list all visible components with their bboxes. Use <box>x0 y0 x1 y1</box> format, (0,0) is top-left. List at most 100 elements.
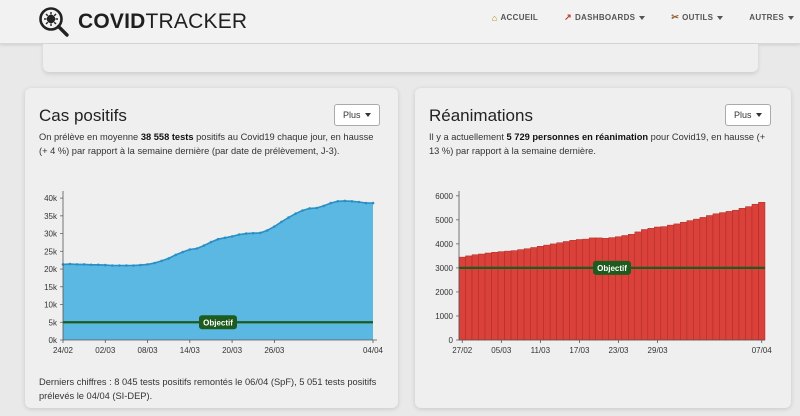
y-tick-label: 5k <box>49 318 58 327</box>
data-point <box>96 263 100 267</box>
top-card <box>43 44 758 72</box>
data-point <box>329 201 333 205</box>
bar <box>615 236 623 341</box>
bar <box>556 242 564 341</box>
reanimations-chart: 0 1000 2000 3000 4000 5000 6000 27/02 05/03 11/03… <box>435 191 772 355</box>
data-point <box>89 263 93 267</box>
data-point <box>266 229 269 232</box>
bar <box>530 247 538 341</box>
y-tick-label: 0k <box>49 336 58 345</box>
footer-note: Derniers chiffres : 8 045 tests positifs… <box>39 377 377 401</box>
data-point <box>82 263 86 266</box>
x-tick-label: 11/03 <box>531 346 551 355</box>
bar <box>562 241 570 341</box>
desc-highlight: 5 729 personnes en réanimation <box>506 132 649 142</box>
x-tick-label: 08/03 <box>138 346 159 355</box>
x-tick-label: 14/03 <box>180 346 201 355</box>
data-point <box>301 209 304 212</box>
data-point <box>322 204 326 208</box>
x-tick-label: 27/02 <box>452 346 473 355</box>
x-tick-label: 26/03 <box>264 346 285 355</box>
bar <box>660 226 668 341</box>
data-point <box>336 200 340 203</box>
x-tick-label: 17/03 <box>569 346 590 355</box>
nav-dashboards-label: DASHBOARDS <box>574 13 636 22</box>
plus-button[interactable]: Plus <box>725 104 771 126</box>
data-point <box>181 250 185 254</box>
area-fill <box>63 200 373 340</box>
chevron-down-icon <box>639 15 646 20</box>
nav-autres[interactable]: AUTRES <box>749 12 794 23</box>
y-tick-label: 6000 <box>435 192 453 201</box>
logo[interactable]: COVIDTRACKER <box>38 6 247 38</box>
bar <box>725 211 733 341</box>
objective-badge <box>199 315 237 330</box>
bar <box>491 252 499 341</box>
bar <box>549 243 557 341</box>
tools-icon: ✂ <box>671 12 680 22</box>
y-tick-label: 1000 <box>435 312 453 321</box>
bar <box>595 237 603 341</box>
nav-dashboards[interactable]: ↗ DASHBOARDS <box>564 12 646 23</box>
card-title: Réanimations <box>429 106 533 125</box>
bar <box>621 235 629 341</box>
bar <box>523 248 531 341</box>
brand-name: COVIDTRACKER <box>78 10 248 33</box>
nav-accueil[interactable]: ⌂ ACCUEIL <box>492 12 538 23</box>
bar <box>628 234 636 341</box>
data-point <box>230 235 234 238</box>
data-point <box>174 253 177 257</box>
x-tick-label: 29/03 <box>648 346 669 355</box>
desc-highlight: 38 558 tests <box>140 132 194 142</box>
objective-badge <box>593 260 631 275</box>
data-point <box>237 233 241 236</box>
bar <box>654 226 662 341</box>
plus-button-label: Plus <box>734 110 752 120</box>
bar <box>569 240 577 341</box>
nav-menu: ⌂ ACCUEIL ↗ DASHBOARDS ✂ OUTILS AUTRES <box>466 12 794 23</box>
data-point <box>209 240 213 244</box>
chevron-down-icon <box>364 113 371 117</box>
chevron-down-icon <box>717 15 724 20</box>
desc-text: positifs au Covid19 chaque jour, en haus… <box>39 132 374 156</box>
bar <box>543 244 551 341</box>
data-point <box>146 263 149 266</box>
y-tick-label: 40k <box>44 194 58 203</box>
bar <box>751 203 759 341</box>
reanimations-card: Réanimations Plus Il y a actuellement 5 … <box>415 88 791 408</box>
nav-outils[interactable]: ✂ OUTILS <box>671 12 724 23</box>
bar <box>634 231 642 341</box>
card-description: On prélève en moyenne 38 558 tests posit… <box>39 131 384 158</box>
x-tick-label: 05/03 <box>491 346 512 355</box>
bar <box>699 217 707 341</box>
objective-label: Objectif <box>203 318 233 327</box>
plus-button[interactable]: Plus <box>334 104 380 126</box>
data-point <box>216 237 220 241</box>
virus-magnifier-icon <box>39 7 69 37</box>
data-point <box>308 207 311 210</box>
data-point <box>315 206 318 210</box>
y-tick-label: 20k <box>44 265 58 274</box>
data-point <box>188 248 192 251</box>
data-point <box>68 262 72 266</box>
data-point <box>202 244 206 247</box>
desc-text: Il y a actuellement <box>429 132 507 142</box>
bar <box>719 212 727 341</box>
x-tick-label: 04/04 <box>363 346 384 355</box>
y-tick-label: 3000 <box>435 264 453 273</box>
bar <box>693 218 701 341</box>
bar <box>536 246 544 341</box>
data-point <box>350 200 354 203</box>
data-point <box>357 200 361 204</box>
bar <box>588 237 596 341</box>
bar <box>497 251 505 341</box>
x-tick-label: 24/02 <box>53 346 74 355</box>
y-tick-label: 4000 <box>435 240 453 249</box>
bar <box>686 220 694 341</box>
bar <box>680 221 688 341</box>
x-tick-label: 20/03 <box>222 346 243 355</box>
data-point <box>259 231 262 235</box>
nav-accueil-label: ACCUEIL <box>500 13 539 22</box>
bar <box>575 239 583 341</box>
y-tick-label: 25k <box>44 247 58 256</box>
